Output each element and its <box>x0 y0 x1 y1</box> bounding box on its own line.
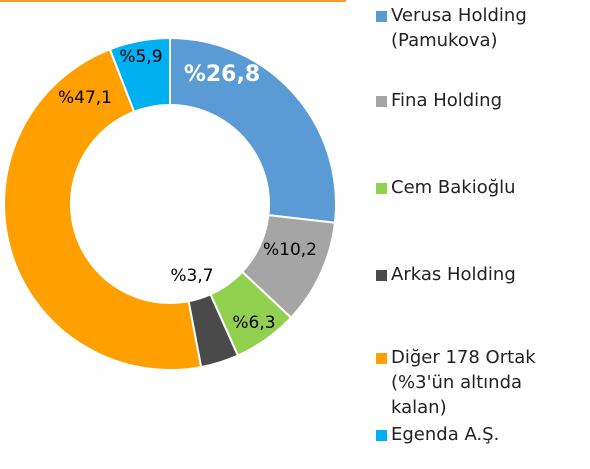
legend-swatch <box>376 183 387 194</box>
data-label: %47,1 <box>58 88 112 108</box>
legend-label: Fina Holding <box>391 90 503 111</box>
data-label: %6,3 <box>232 313 275 333</box>
legend-label: Verusa Holding (Pamukova) <box>391 5 527 51</box>
legend-item: Arkas Holding <box>372 262 582 287</box>
legend-item: Egenda A.Ş. <box>372 422 582 447</box>
donut-segment <box>3 47 203 371</box>
data-label: %5,9 <box>119 47 162 67</box>
legend-swatch <box>376 270 387 281</box>
legend-item: Verusa Holding (Pamukova) <box>372 3 582 53</box>
legend-item: Cem Bakioğlu <box>372 175 582 200</box>
legend-swatch <box>376 96 387 107</box>
legend-item: Fina Holding <box>372 88 582 113</box>
data-label: %3,7 <box>170 266 213 286</box>
donut-segment <box>108 36 171 114</box>
legend-label: Diğer 178 Ortak (%3'ün altında kalan) <box>391 347 536 418</box>
data-label: %26,8 <box>184 62 260 87</box>
data-label: %10,2 <box>263 240 317 260</box>
legend-item: Diğer 178 Ortak (%3'ün altında kalan) <box>372 345 582 420</box>
legend-swatch <box>376 430 387 441</box>
legend-label: Egenda A.Ş. <box>391 424 500 445</box>
legend-swatch <box>376 353 387 364</box>
legend-label: Cem Bakioğlu <box>391 177 516 198</box>
donut-segment <box>169 36 337 224</box>
legend-label: Arkas Holding <box>391 264 516 285</box>
legend-swatch <box>376 11 387 22</box>
